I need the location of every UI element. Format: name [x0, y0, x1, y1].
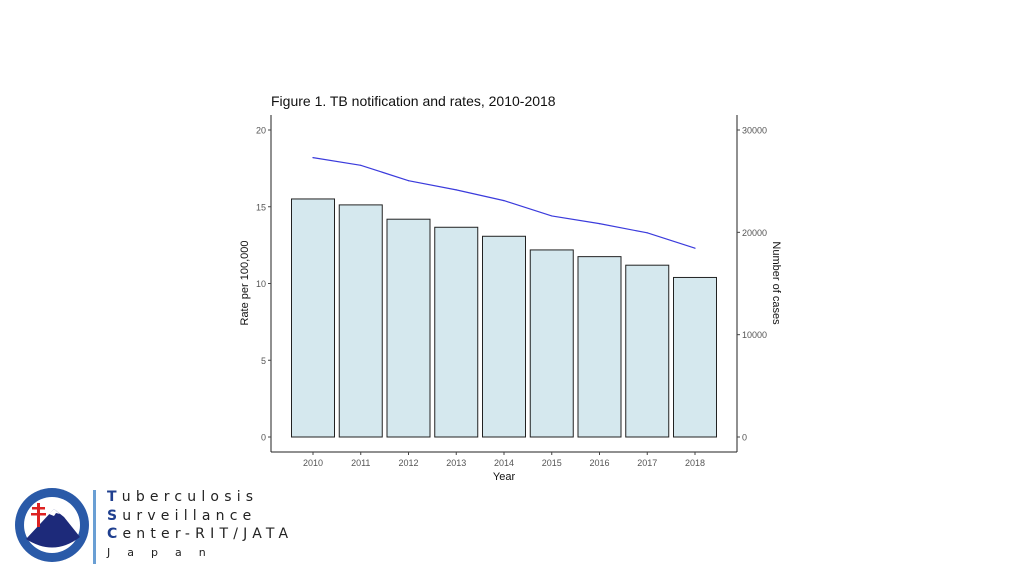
x-tick-label: 2014	[494, 458, 514, 468]
logo-divider	[93, 490, 96, 564]
x-tick-label: 2012	[398, 458, 418, 468]
x-tick-label: 2015	[542, 458, 562, 468]
org-line2: urveillance	[122, 507, 257, 524]
x-axis-label: Year	[493, 471, 516, 480]
rate-point	[455, 189, 457, 191]
rate-point	[360, 164, 362, 166]
rate-point	[312, 157, 314, 159]
y2-tick-label: 0	[742, 433, 747, 443]
y2-axis-label: Number of cases	[770, 241, 782, 325]
y-tick-label: 15	[256, 202, 266, 212]
rate-point	[694, 247, 696, 249]
org-country: Japan	[107, 545, 223, 559]
bar-2014	[482, 235, 526, 438]
y-tick-label: 10	[256, 279, 266, 289]
org-line2-initial: S	[107, 507, 123, 524]
bar-2011	[338, 204, 383, 438]
bar-2016	[577, 256, 622, 438]
y-tick-label: 0	[261, 433, 266, 443]
rate-point	[551, 215, 553, 217]
rate-point	[598, 223, 601, 225]
rate-point	[407, 180, 410, 182]
plot-area: 0 5 10 15 20 0 10000 20000 30000 2010 2011 2012 2013…	[256, 115, 767, 468]
y2-tick-label: 30000	[742, 126, 767, 136]
x-tick-label: 2017	[637, 458, 657, 468]
y-tick-label: 20	[256, 126, 266, 136]
x-tick-label: 2018	[685, 458, 705, 468]
bar-2010	[291, 198, 335, 438]
chart: Figure 1. TB notification and rates, 201…	[239, 93, 782, 480]
org-line3-initial: C	[107, 526, 123, 542]
y-axis-label: Rate per 100,000	[239, 240, 251, 325]
bar-2012	[386, 218, 431, 438]
org-line1: uberculosis	[121, 489, 259, 505]
rate-point	[646, 232, 648, 234]
chart-title: Figure 1. TB notification and rates, 201…	[271, 93, 556, 109]
x-tick-label: 2016	[589, 458, 609, 468]
bar-2017	[625, 264, 670, 438]
bar-2018	[673, 276, 717, 438]
y-tick-label: 5	[261, 356, 266, 366]
org-line3: enter-RIT/JATA	[122, 526, 294, 542]
bar-2013	[434, 226, 479, 438]
y2-tick-label: 20000	[742, 228, 767, 238]
x-tick-label: 2013	[446, 458, 466, 468]
rit-logo	[15, 488, 89, 562]
rate-point	[503, 200, 505, 202]
bar-2015	[529, 249, 574, 438]
x-tick-label: 2010	[303, 458, 323, 468]
organization-name: Tuberculosis Surveillance Center-RIT/JAT…	[107, 488, 293, 562]
org-line1-initial: T	[107, 489, 122, 505]
x-tick-label: 2011	[351, 458, 370, 468]
y2-tick-label: 10000	[742, 330, 767, 340]
